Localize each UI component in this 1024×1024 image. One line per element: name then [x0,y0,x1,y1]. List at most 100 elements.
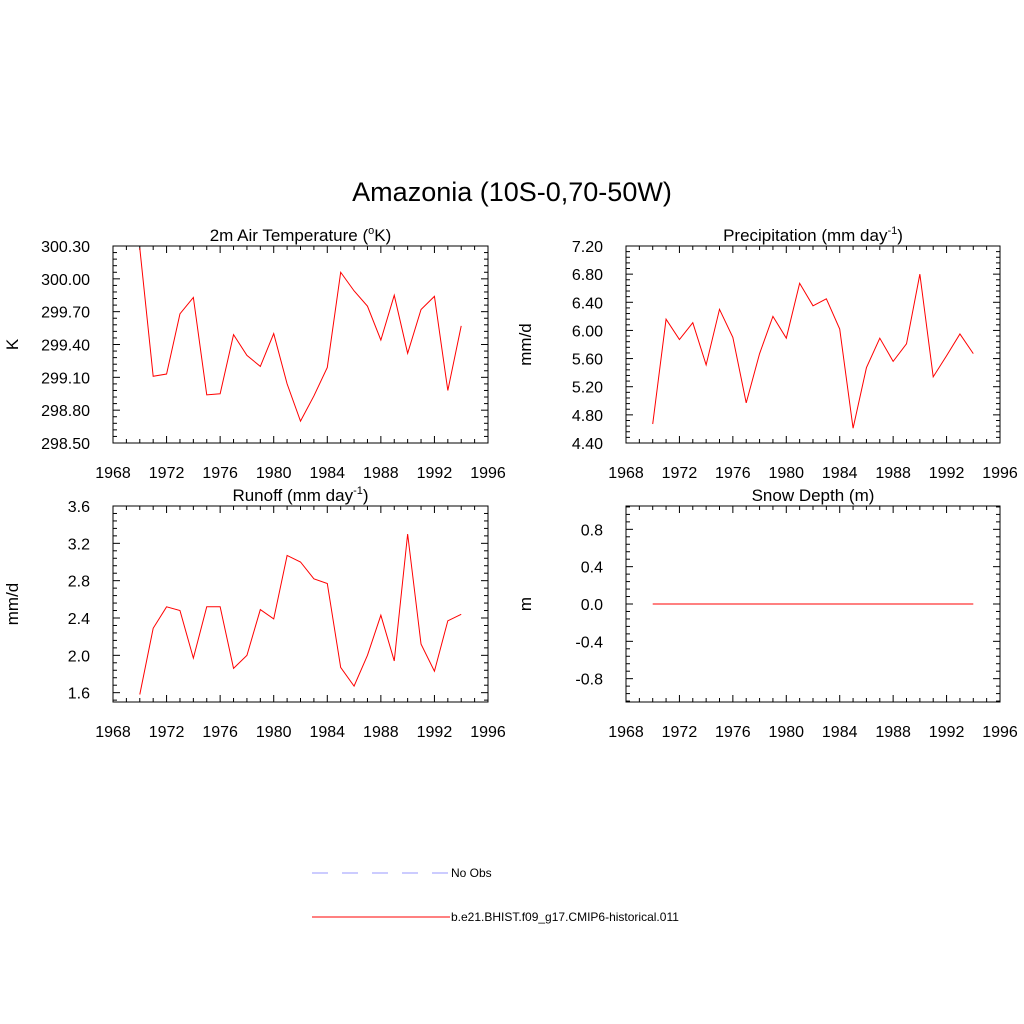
data-point [826,604,827,605]
series-line [652,274,974,429]
data-point [973,353,974,354]
y-tick-label: 299.40 [41,338,90,355]
data-point [692,322,693,323]
y-tick-label: 0.8 [581,522,603,539]
data-point [220,393,221,394]
data-point [679,604,680,605]
x-tick-label: 1976 [715,465,751,482]
x-tick-label: 1996 [982,465,1018,482]
x-tick-label: 1968 [95,465,131,482]
x-tick-label: 1996 [470,465,506,482]
data-point [421,309,422,310]
data-point [407,534,408,535]
x-tick-label: 1976 [202,465,238,482]
x-tick-label: 1996 [470,724,506,741]
data-point [853,428,854,429]
panel-4: 1968 1972 1976 1980 1984 1988 1992 1996 -0.8 -0.4… [516,486,1018,741]
x-tick-label: 1988 [875,465,911,482]
y-axis-label: m [516,597,535,611]
data-point [434,671,435,672]
data-point [260,366,261,367]
y-tick-label: 0.4 [581,560,603,577]
data-point [447,620,448,621]
data-point [340,667,341,668]
data-point [933,376,934,377]
data-point [732,604,733,605]
data-point [313,578,314,579]
y-tick-label: 2.8 [68,574,90,591]
data-point [879,338,880,339]
series-line [139,248,462,423]
plot-frame [112,505,489,703]
y-tick-label: 298.50 [41,436,90,453]
data-point [813,604,814,605]
data-point [327,583,328,584]
data-point [652,604,653,605]
panel-title-unit-end: ) [363,486,369,505]
data-point [719,309,720,310]
data-point [652,424,653,425]
data-point [139,694,140,695]
data-point [380,340,381,341]
x-tick-label: 1996 [982,724,1018,741]
panel-title: Snow Depth (m) [752,486,875,505]
data-point [706,604,707,605]
y-tick-label: 5.20 [572,380,603,397]
x-tick-label: 1972 [149,465,185,482]
x-tick-label: 1972 [149,724,185,741]
panel-title-text: Snow Depth [752,486,845,505]
x-tick-label: 1980 [256,724,292,741]
panel-title-unit: (mm day [817,226,888,245]
data-point [786,338,787,339]
data-point [946,355,947,356]
data-point [866,604,867,605]
y-tick-label: 2.4 [68,611,90,628]
x-tick-label: 1980 [768,724,804,741]
data-point [153,376,154,377]
data-point [893,604,894,605]
data-point [354,686,355,687]
data-point [273,618,274,619]
data-point [799,604,800,605]
data-point [973,604,974,605]
data-point [759,604,760,605]
x-tick-label: 1968 [95,724,131,741]
panels-group: 1968 1972 1976 1980 1984 1988 1992 1996 298.50 29… [3,225,1018,741]
y-tick-label: 299.10 [41,370,90,387]
data-point [367,655,368,656]
data-point [786,604,787,605]
x-tick-label: 1972 [662,465,698,482]
y-tick-label: 3.6 [68,499,90,516]
y-axis-label: mm/d [3,583,22,626]
data-point [666,319,667,320]
main-title: Amazonia (10S-0,70-50W) [352,177,672,207]
data-point [919,274,920,275]
panel-title-unit: (m) [844,486,874,505]
data-point [166,606,167,607]
data-point [746,604,747,605]
legend: No Obs b.e21.BHIST.f09_g17.CMIP6-historic… [312,866,679,924]
data-point [313,395,314,396]
panel-title-superscript: -1 [887,225,897,237]
data-point [340,272,341,273]
data-point [166,374,167,375]
data-point [206,394,207,395]
data-point [946,604,947,605]
data-point [461,614,462,615]
data-point [139,248,140,249]
plot-frame [625,245,1001,444]
data-point [839,329,840,330]
y-tick-label: 7.20 [572,239,603,256]
panel-title-unit: (mm day [282,486,353,505]
data-point [287,383,288,384]
x-tick-label: 1976 [202,724,238,741]
data-point [233,334,234,335]
y-tick-label: 3.2 [68,536,90,553]
y-axis-label: mm/d [516,323,535,366]
y-tick-label: 1.6 [68,686,90,703]
data-point [407,353,408,354]
data-point [706,364,707,365]
data-point [732,337,733,338]
y-tick-label: 4.40 [572,436,603,453]
